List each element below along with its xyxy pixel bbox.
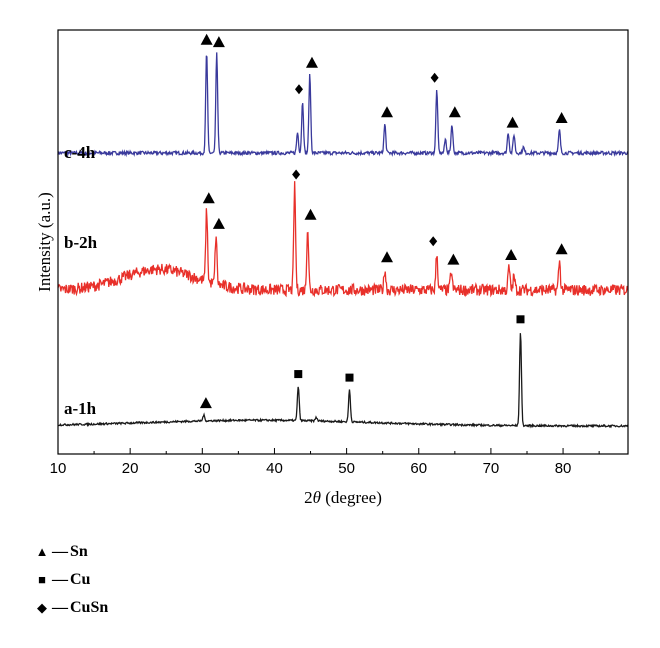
marker-sn-a-1h bbox=[199, 397, 212, 409]
legend-dash: — bbox=[52, 599, 68, 616]
marker-sn-b-2h bbox=[304, 208, 317, 220]
legend-label-sn: Sn bbox=[70, 543, 88, 560]
marker-sn-b-2h bbox=[381, 251, 394, 263]
tick-layer: 10 20 30 40 50 60 70 80 bbox=[50, 448, 600, 477]
marker-sn-c-4h bbox=[555, 112, 568, 123]
x-tick-label: 70 bbox=[483, 460, 500, 477]
legend-dash: — bbox=[52, 571, 68, 588]
diamond-icon: ◆ bbox=[37, 600, 47, 615]
legend-label-cusn: CuSn bbox=[70, 599, 109, 616]
marker-cu-a-1h bbox=[516, 315, 525, 324]
marker-cusn-b-2h bbox=[292, 169, 301, 180]
label-layer: c-4h b-2h a-1h bbox=[64, 143, 98, 418]
square-icon: ■ bbox=[38, 572, 46, 587]
x-tick-label: 40 bbox=[266, 460, 283, 477]
legend-label-cu: Cu bbox=[70, 571, 91, 588]
marker-cusn-c-4h bbox=[294, 84, 303, 95]
marker-sn-c-4h bbox=[506, 116, 519, 128]
curve-label-c-4h: c-4h bbox=[64, 143, 96, 162]
marker-sn-c-4h bbox=[200, 33, 213, 45]
series-line-c-4h bbox=[57, 52, 629, 158]
x-tick-label: 20 bbox=[122, 460, 139, 477]
marker-sn-c-4h bbox=[212, 36, 225, 48]
triangle-icon: ▲ bbox=[35, 544, 49, 559]
x-tick-label: 30 bbox=[194, 460, 211, 477]
legend-item-cusn: ◆ — CuSn bbox=[34, 599, 108, 617]
marker-sn-b-2h bbox=[212, 217, 225, 229]
x-tick-label: 50 bbox=[338, 460, 355, 477]
marker-sn-b-2h bbox=[447, 253, 460, 265]
curve-label-a-1h: a-1h bbox=[64, 399, 97, 418]
x-axis-title: 2θ (degree) bbox=[304, 488, 382, 507]
marker-cusn-b-2h bbox=[429, 236, 438, 247]
marker-cu-a-1h bbox=[294, 370, 303, 379]
curve-label-b-2h: b-2h bbox=[64, 233, 98, 252]
x-tick-label: 10 bbox=[50, 460, 67, 477]
series-line-b-2h bbox=[57, 181, 629, 298]
legend-dash: — bbox=[52, 543, 68, 560]
y-axis-title: Intensity (a.u.) bbox=[35, 192, 54, 292]
legend-item-sn: ▲ — Sn bbox=[34, 543, 88, 561]
series-layer bbox=[57, 52, 629, 429]
marker-layer bbox=[199, 33, 568, 409]
marker-sn-c-4h bbox=[381, 106, 394, 118]
marker-sn-b-2h bbox=[202, 192, 215, 204]
x-tick-label: 80 bbox=[555, 460, 572, 477]
marker-cu-a-1h bbox=[345, 373, 354, 382]
plot-frame bbox=[57, 29, 629, 455]
marker-sn-c-4h bbox=[448, 106, 461, 118]
marker-cusn-c-4h bbox=[430, 72, 439, 83]
x-tick-label: 60 bbox=[410, 460, 427, 477]
series-line-a-1h bbox=[57, 333, 629, 429]
marker-sn-c-4h bbox=[305, 56, 318, 68]
marker-sn-b-2h bbox=[505, 249, 518, 260]
legend-item-cu: ■ — Cu bbox=[34, 571, 90, 589]
marker-sn-b-2h bbox=[555, 243, 568, 255]
